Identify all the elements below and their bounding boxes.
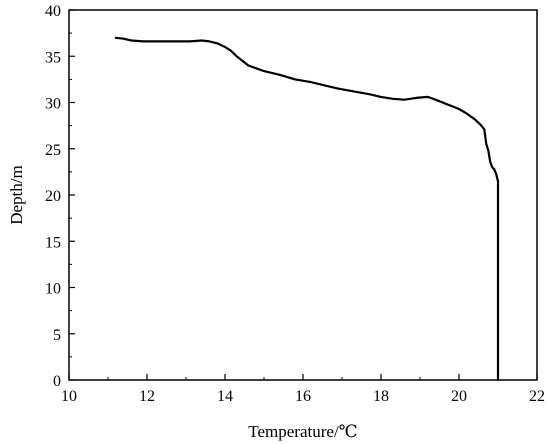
plot-frame [68, 9, 538, 381]
x-tick-label: 14 [217, 388, 233, 405]
y-tick-label: 15 [45, 234, 61, 251]
y-tick-label: 5 [53, 327, 61, 344]
x-tick-label: 10 [61, 388, 77, 405]
x-tick-label: 16 [295, 388, 311, 405]
y-tick-label: 10 [45, 281, 61, 298]
x-tick-label: 20 [451, 388, 467, 405]
y-tick-label: 40 [45, 3, 61, 20]
y-tick-label: 30 [45, 96, 61, 113]
data-layer [114, 36, 500, 382]
y-tick-label: 20 [45, 188, 61, 205]
y-tick-label: 35 [45, 49, 61, 66]
x-tick-label: 12 [139, 388, 155, 405]
x-axis-label: Temperature/℃ [248, 422, 357, 441]
x-tick-label: 22 [529, 388, 545, 405]
y-tick-label: 25 [45, 142, 61, 159]
y-tick-label: 0 [53, 373, 61, 390]
series-line [114, 36, 500, 382]
y-axis-label: Depth/m [7, 165, 26, 225]
x-tick-label: 18 [373, 388, 389, 405]
